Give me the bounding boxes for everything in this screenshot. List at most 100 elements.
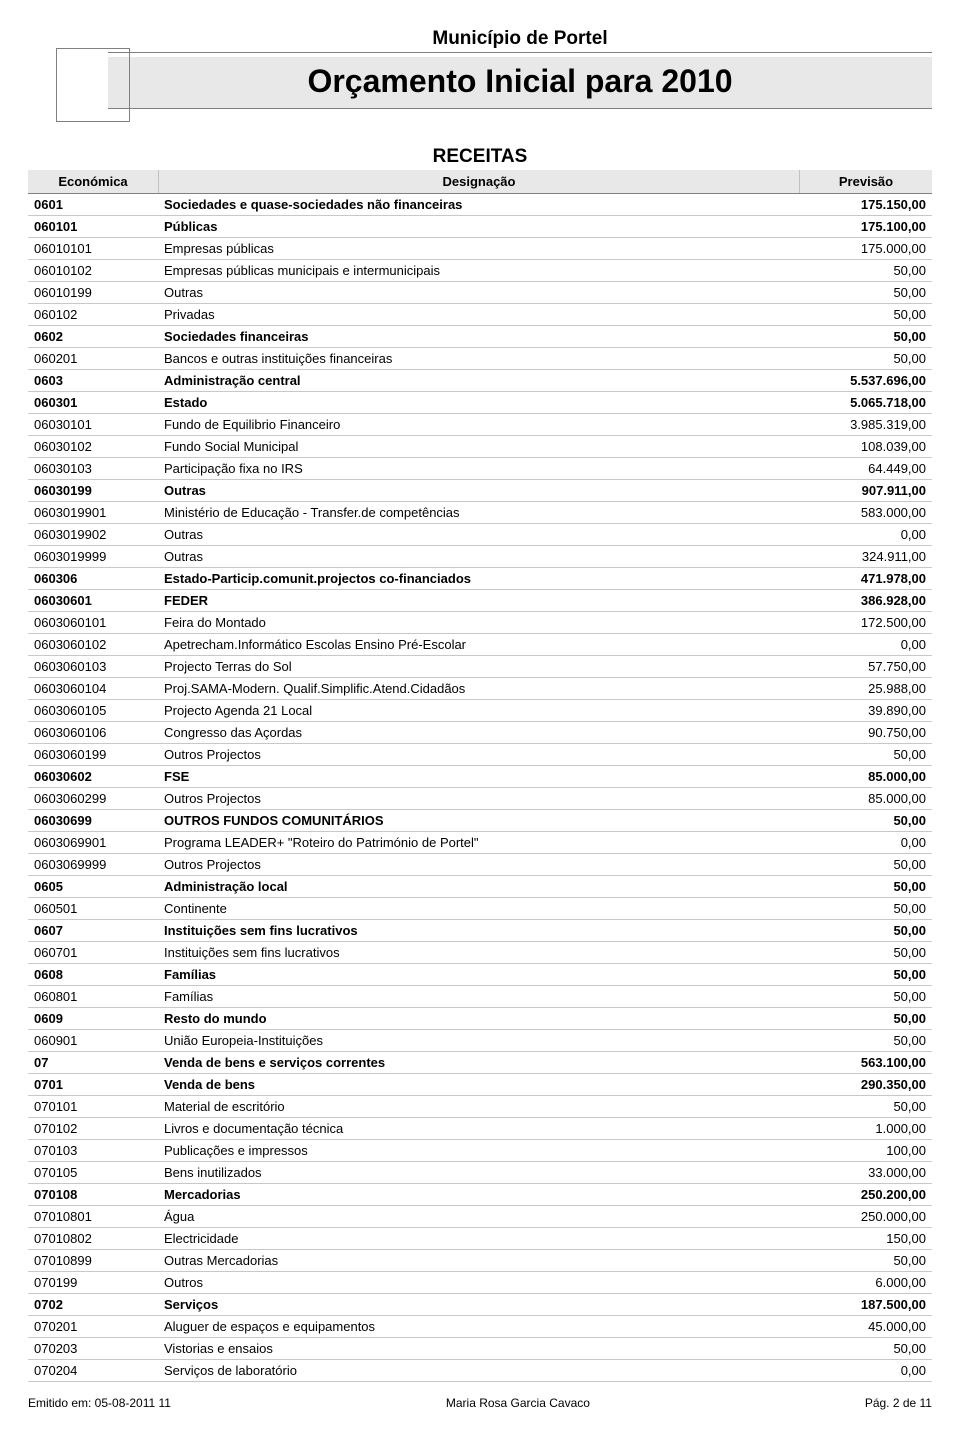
table-row: 0603060105Projecto Agenda 21 Local39.890… [28,700,932,722]
table-row: 070102Livros e documentação técnica1.000… [28,1118,932,1140]
cell-economica: 0603069901 [28,832,158,854]
cell-economica: 0603060105 [28,700,158,722]
cell-designacao: Sociedades financeiras [158,326,800,348]
cell-designacao: FSE [158,766,800,788]
cell-economica: 060201 [28,348,158,370]
cell-designacao: Outros Projectos [158,788,800,810]
table-row: 06030101Fundo de Equilibrio Financeiro3.… [28,414,932,436]
cell-previsao: 90.750,00 [800,722,932,744]
document-page: Município de Portel Orçamento Inicial pa… [0,0,960,1422]
table-row: 060501Continente50,00 [28,898,932,920]
footer-emitted: Emitido em: 05-08-2011 11 [28,1396,171,1410]
col-header-designacao: Designação [159,170,800,193]
cell-designacao: Livros e documentação técnica [158,1118,800,1140]
cell-previsao: 45.000,00 [800,1316,932,1338]
cell-economica: 0609 [28,1008,158,1030]
cell-economica: 0603069999 [28,854,158,876]
cell-previsao: 6.000,00 [800,1272,932,1294]
cell-previsao: 50,00 [800,810,932,832]
cell-previsao: 50,00 [800,942,932,964]
cell-previsao: 907.911,00 [800,480,932,502]
table-row: 0603060199Outros Projectos50,00 [28,744,932,766]
table-row: 060701Instituições sem fins lucrativos50… [28,942,932,964]
cell-economica: 06030602 [28,766,158,788]
cell-economica: 0603060199 [28,744,158,766]
table-row: 060306Estado-Particip.comunit.projectos … [28,568,932,590]
cell-designacao: Apetrecham.Informático Escolas Ensino Pr… [158,634,800,656]
table-row: 0601Sociedades e quase-sociedades não fi… [28,194,932,216]
cell-designacao: Material de escritório [158,1096,800,1118]
cell-designacao: Instituições sem fins lucrativos [158,920,800,942]
cell-previsao: 175.100,00 [800,216,932,238]
table-row: 0603019902Outras0,00 [28,524,932,546]
table-row: 06030601FEDER386.928,00 [28,590,932,612]
header: Município de Portel Orçamento Inicial pa… [28,24,932,136]
cell-economica: 060102 [28,304,158,326]
cell-economica: 07010899 [28,1250,158,1272]
cell-previsao: 3.985.319,00 [800,414,932,436]
table-row: 0608Famílias50,00 [28,964,932,986]
cell-economica: 06010101 [28,238,158,260]
cell-economica: 0603060106 [28,722,158,744]
cell-previsao: 50,00 [800,282,932,304]
cell-previsao: 50,00 [800,744,932,766]
footer-page: Pág. 2 de 11 [865,1396,932,1410]
cell-economica: 0603060299 [28,788,158,810]
cell-designacao: FEDER [158,590,800,612]
cell-previsao: 39.890,00 [800,700,932,722]
cell-designacao: Continente [158,898,800,920]
table-row: 0603060102Apetrecham.Informático Escolas… [28,634,932,656]
cell-previsao: 100,00 [800,1140,932,1162]
cell-designacao: Venda de bens [158,1074,800,1096]
cell-designacao: Estado [158,392,800,414]
table-row: 06010102Empresas públicas municipais e i… [28,260,932,282]
cell-economica: 06010199 [28,282,158,304]
cell-economica: 070199 [28,1272,158,1294]
cell-previsao: 50,00 [800,326,932,348]
cell-economica: 070203 [28,1338,158,1360]
table-row: 060102Privadas50,00 [28,304,932,326]
cell-economica: 070108 [28,1184,158,1206]
cell-economica: 0603060101 [28,612,158,634]
cell-designacao: Projecto Agenda 21 Local [158,700,800,722]
table-row: 070103Publicações e impressos100,00 [28,1140,932,1162]
cell-previsao: 250.000,00 [800,1206,932,1228]
logo-placeholder [56,48,130,122]
cell-designacao: Privadas [158,304,800,326]
cell-previsao: 108.039,00 [800,436,932,458]
page-footer: Emitido em: 05-08-2011 11 Maria Rosa Gar… [28,1396,932,1410]
cell-previsao: 50,00 [800,304,932,326]
table-row: 0602Sociedades financeiras50,00 [28,326,932,348]
cell-designacao: Publicações e impressos [158,1140,800,1162]
table-row: 06030199Outras907.911,00 [28,480,932,502]
footer-author: Maria Rosa Garcia Cavaco [446,1396,590,1410]
table-row: 0609Resto do mundo50,00 [28,1008,932,1030]
cell-economica: 060501 [28,898,158,920]
col-header-previsao: Previsão [800,170,932,193]
table-row: 070108Mercadorias250.200,00 [28,1184,932,1206]
cell-economica: 07010802 [28,1228,158,1250]
cell-economica: 0601 [28,194,158,216]
cell-designacao: Congresso das Açordas [158,722,800,744]
cell-economica: 06030199 [28,480,158,502]
cell-designacao: Electricidade [158,1228,800,1250]
cell-designacao: Venda de bens e serviços correntes [158,1052,800,1074]
cell-designacao: Famílias [158,986,800,1008]
cell-economica: 0603019901 [28,502,158,524]
cell-previsao: 57.750,00 [800,656,932,678]
table-row: 070199Outros6.000,00 [28,1272,932,1294]
cell-economica: 0603019902 [28,524,158,546]
cell-designacao: Empresas públicas municipais e intermuni… [158,260,800,282]
cell-previsao: 175.150,00 [800,194,932,216]
cell-economica: 060801 [28,986,158,1008]
cell-previsao: 290.350,00 [800,1074,932,1096]
cell-economica: 060306 [28,568,158,590]
cell-economica: 0603060104 [28,678,158,700]
table-header: Económica Designação Previsão [28,170,932,194]
cell-previsao: 0,00 [800,832,932,854]
cell-designacao: Serviços [158,1294,800,1316]
cell-economica: 0607 [28,920,158,942]
cell-previsao: 172.500,00 [800,612,932,634]
cell-previsao: 50,00 [800,854,932,876]
table-row: 07010899Outras Mercadorias50,00 [28,1250,932,1272]
